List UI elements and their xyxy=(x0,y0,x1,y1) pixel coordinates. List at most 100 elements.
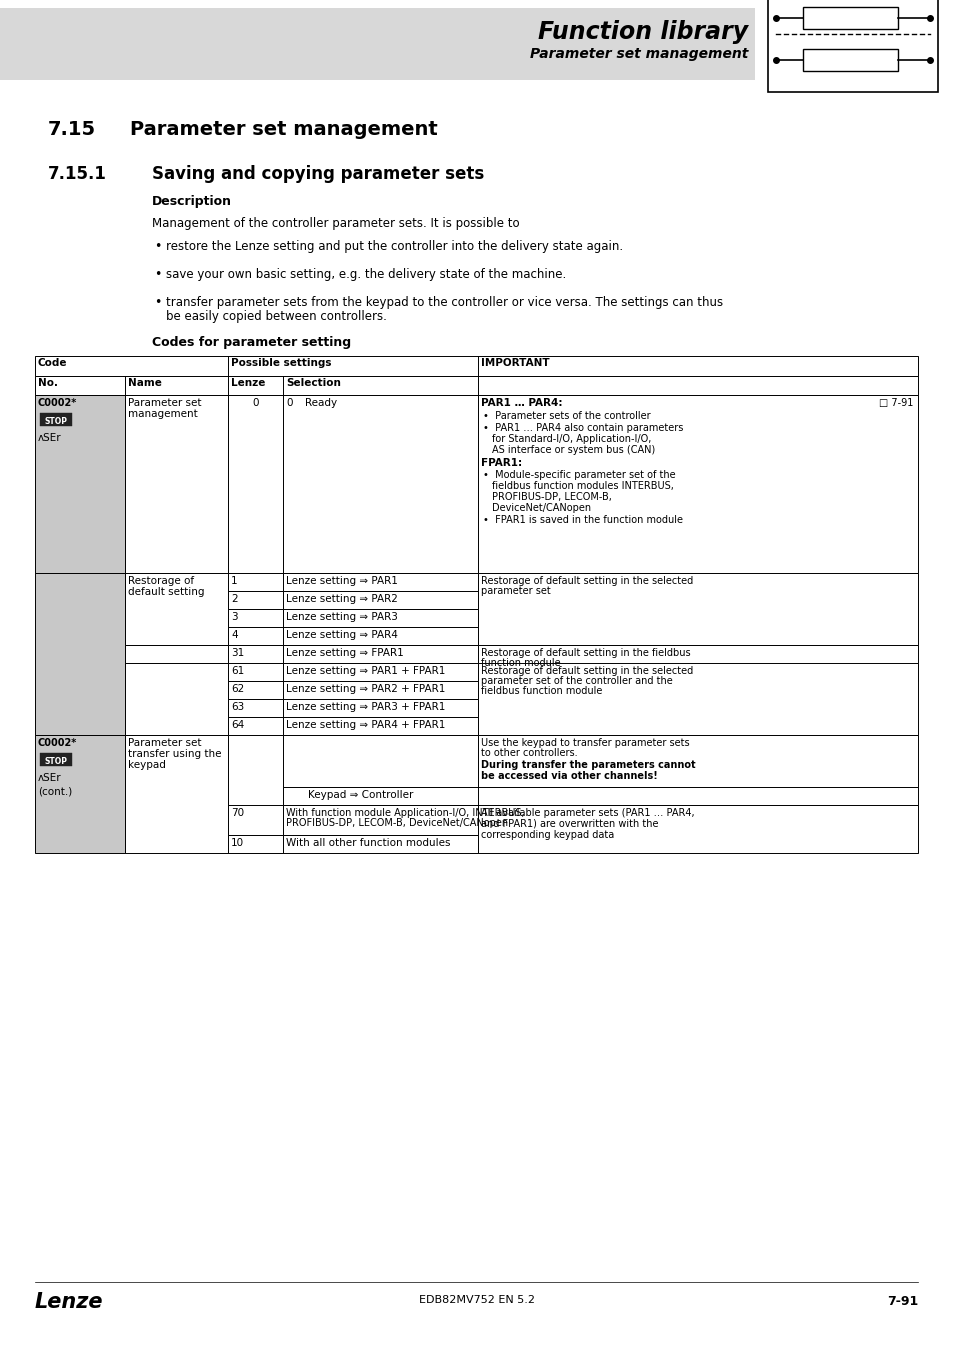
Text: Lenze setting ⇒ FPAR1: Lenze setting ⇒ FPAR1 xyxy=(286,648,403,657)
Bar xyxy=(35,377,917,396)
Text: to other controllers.: to other controllers. xyxy=(480,748,577,757)
Text: Lenze setting ⇒ PAR4 + FPAR1: Lenze setting ⇒ PAR4 + FPAR1 xyxy=(286,720,445,730)
Text: Lenze setting ⇒ PAR4: Lenze setting ⇒ PAR4 xyxy=(286,630,397,640)
Text: 1: 1 xyxy=(231,576,237,586)
Text: transfer parameter sets from the keypad to the controller or vice versa. The set: transfer parameter sets from the keypad … xyxy=(166,296,722,309)
Text: Restorage of default setting in the selected: Restorage of default setting in the sele… xyxy=(480,576,693,586)
Bar xyxy=(802,7,897,28)
Bar xyxy=(228,680,283,699)
Bar xyxy=(228,805,283,836)
Text: 31: 31 xyxy=(231,648,244,657)
Text: default setting: default setting xyxy=(128,587,204,597)
Text: fieldbus function module: fieldbus function module xyxy=(480,686,601,697)
Bar xyxy=(35,396,125,572)
Text: FPAR1:: FPAR1: xyxy=(480,458,521,468)
Bar xyxy=(40,413,71,427)
Bar xyxy=(477,396,917,572)
Bar xyxy=(125,734,228,853)
Text: Codes for parameter setting: Codes for parameter setting xyxy=(152,336,351,350)
Bar xyxy=(228,717,283,734)
Bar xyxy=(228,396,283,572)
Text: Ready: Ready xyxy=(305,398,336,408)
Bar xyxy=(283,717,477,734)
Text: restore the Lenze setting and put the controller into the delivery state again.: restore the Lenze setting and put the co… xyxy=(166,240,622,252)
Bar xyxy=(283,734,477,787)
Text: STOP: STOP xyxy=(45,757,68,765)
Bar xyxy=(767,0,937,92)
Text: fieldbus function modules INTERBUS,: fieldbus function modules INTERBUS, xyxy=(492,481,673,491)
Bar xyxy=(477,805,917,853)
Text: Lenze: Lenze xyxy=(231,378,265,387)
Text: Parameter set: Parameter set xyxy=(128,398,201,408)
Text: During transfer the parameters cannot: During transfer the parameters cannot xyxy=(480,760,695,770)
Bar xyxy=(228,572,283,591)
Bar xyxy=(35,734,125,853)
Text: PROFIBUS-DP, LECOM-B,: PROFIBUS-DP, LECOM-B, xyxy=(492,491,611,502)
Text: for Standard-I/O, Application-I/O,: for Standard-I/O, Application-I/O, xyxy=(492,433,651,444)
Text: No.: No. xyxy=(38,378,58,387)
Text: 61: 61 xyxy=(231,666,244,676)
Text: C0002*: C0002* xyxy=(38,398,77,408)
Text: function module: function module xyxy=(480,657,560,668)
Text: Saving and copying parameter sets: Saving and copying parameter sets xyxy=(152,165,484,184)
Text: ʌSEr: ʌSEr xyxy=(38,774,62,783)
Text: All available parameter sets (PAR1 … PAR4,: All available parameter sets (PAR1 … PAR… xyxy=(480,809,694,818)
Text: •  Parameter sets of the controller: • Parameter sets of the controller xyxy=(482,410,650,421)
Bar xyxy=(228,645,283,663)
Text: Name: Name xyxy=(128,378,162,387)
Text: 10: 10 xyxy=(231,838,244,848)
Text: Function library: Function library xyxy=(537,20,747,45)
Text: IMPORTANT: IMPORTANT xyxy=(480,358,549,369)
Bar xyxy=(477,645,917,680)
Bar xyxy=(35,572,125,734)
Bar xyxy=(283,626,477,645)
Text: 2: 2 xyxy=(231,594,237,603)
Text: PROFIBUS-DP, LECOM-B, DeviceNet/CANopen: PROFIBUS-DP, LECOM-B, DeviceNet/CANopen xyxy=(286,818,508,828)
Bar xyxy=(228,836,283,853)
Text: With function module Application-I/O, INTERBUS,: With function module Application-I/O, IN… xyxy=(286,809,524,818)
Text: Keypad ⇒ Controller: Keypad ⇒ Controller xyxy=(308,790,413,801)
Text: •: • xyxy=(153,269,161,281)
Bar xyxy=(283,680,477,699)
Text: Lenze setting ⇒ PAR2 + FPAR1: Lenze setting ⇒ PAR2 + FPAR1 xyxy=(286,684,445,694)
Text: Lenze setting ⇒ PAR1 + FPAR1: Lenze setting ⇒ PAR1 + FPAR1 xyxy=(286,666,445,676)
Bar xyxy=(477,734,917,787)
Text: ʌSEr: ʌSEr xyxy=(38,433,62,443)
Text: Restorage of default setting in the selected: Restorage of default setting in the sele… xyxy=(480,666,693,676)
Text: Code: Code xyxy=(38,358,68,369)
Text: transfer using the: transfer using the xyxy=(128,749,221,759)
Bar xyxy=(40,753,71,765)
Bar xyxy=(125,645,228,663)
Text: C0002*: C0002* xyxy=(38,738,77,748)
Text: Lenze setting ⇒ PAR2: Lenze setting ⇒ PAR2 xyxy=(286,594,397,603)
Bar xyxy=(228,591,283,609)
Text: □ 7-91: □ 7-91 xyxy=(878,398,912,408)
Bar xyxy=(228,734,283,853)
Bar xyxy=(283,836,477,853)
Text: 63: 63 xyxy=(231,702,244,711)
Text: •  FPAR1 is saved in the function module: • FPAR1 is saved in the function module xyxy=(482,514,682,525)
Text: 7.15: 7.15 xyxy=(48,120,96,139)
Text: management: management xyxy=(128,409,197,418)
Text: corresponding keypad data: corresponding keypad data xyxy=(480,830,614,840)
Text: Parameter set management: Parameter set management xyxy=(130,120,437,139)
Bar xyxy=(228,626,283,645)
Text: parameter set: parameter set xyxy=(480,586,550,595)
Bar xyxy=(283,396,477,572)
Bar xyxy=(477,572,917,645)
Bar xyxy=(228,699,283,717)
Text: STOP: STOP xyxy=(45,417,68,427)
Text: 0: 0 xyxy=(252,398,258,408)
Bar xyxy=(283,572,477,591)
Text: 7.15.1: 7.15.1 xyxy=(48,165,107,184)
Bar xyxy=(477,663,917,734)
Text: Lenze setting ⇒ PAR3: Lenze setting ⇒ PAR3 xyxy=(286,612,397,622)
Text: PAR1 … PAR4:: PAR1 … PAR4: xyxy=(480,398,562,408)
Text: Lenze: Lenze xyxy=(35,1292,103,1312)
Text: 3: 3 xyxy=(231,612,237,622)
Bar xyxy=(283,591,477,609)
Text: With all other function modules: With all other function modules xyxy=(286,838,450,848)
Text: Parameter set management: Parameter set management xyxy=(529,47,747,61)
Text: Possible settings: Possible settings xyxy=(231,358,331,369)
Bar xyxy=(802,49,897,72)
